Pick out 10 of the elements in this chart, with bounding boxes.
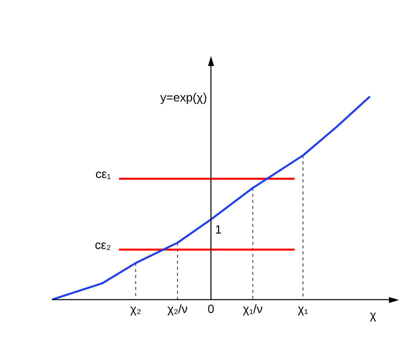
series-label: cε₁ xyxy=(96,167,111,182)
x-tick-label: χ₂ xyxy=(130,302,142,316)
x-tick-label: χ₁/ν xyxy=(242,302,263,316)
x-tick-label: χ₁ xyxy=(298,302,308,316)
y-axis-title: y=exp(χ) xyxy=(160,90,207,104)
annotation: 1 xyxy=(214,222,222,237)
x-tick-label: χ₂/ν xyxy=(167,302,188,316)
series-label: cε₂ xyxy=(94,238,112,252)
x-tick-label: 0 xyxy=(208,302,215,316)
x-axis-title: χ xyxy=(370,308,377,322)
